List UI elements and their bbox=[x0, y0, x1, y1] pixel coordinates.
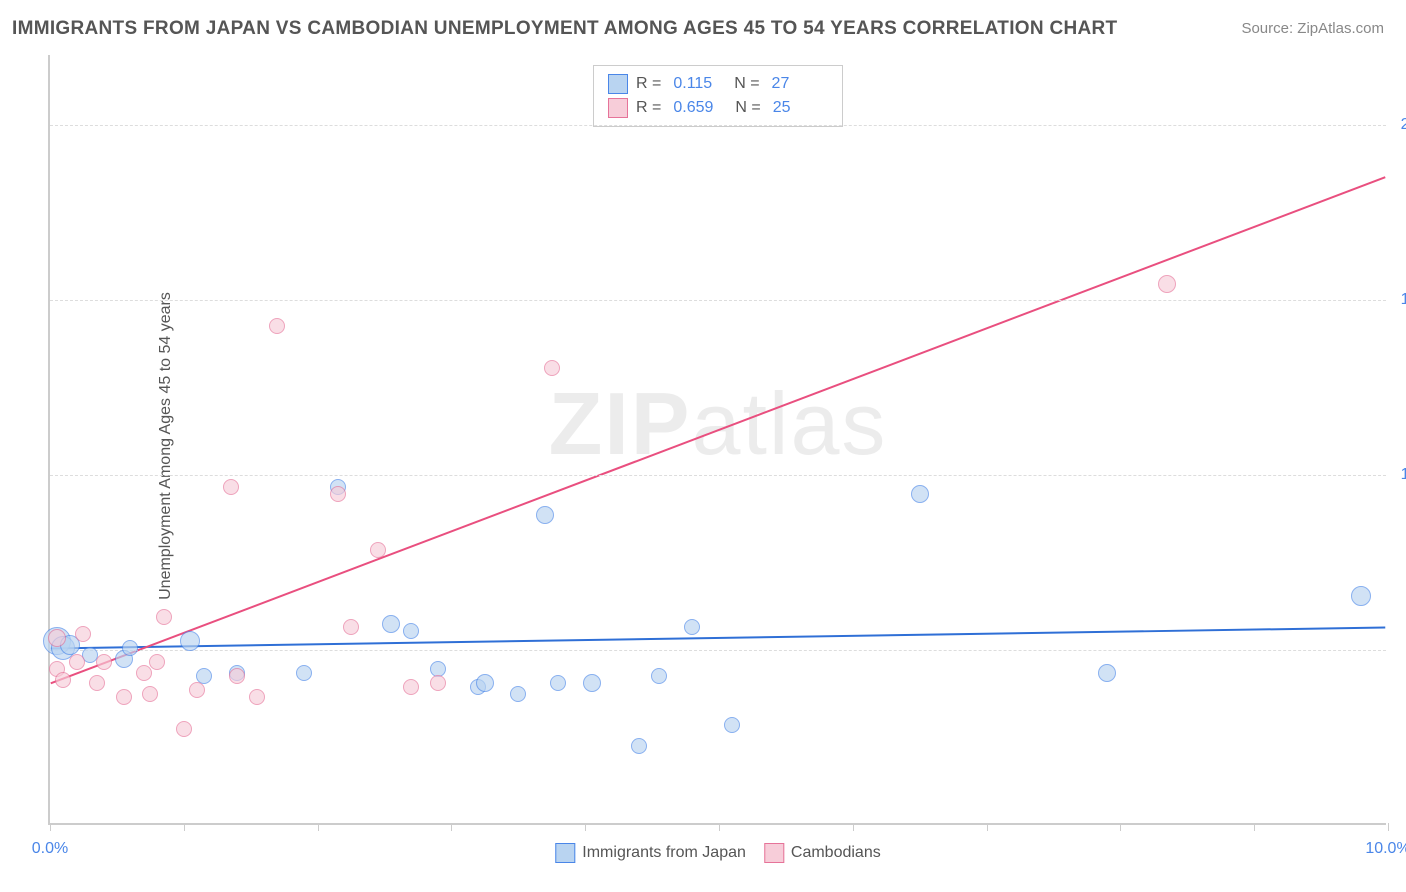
x-tick bbox=[585, 823, 586, 831]
scatter-point bbox=[536, 506, 554, 524]
scatter-point bbox=[631, 738, 647, 754]
grid-line bbox=[50, 475, 1386, 476]
scatter-point bbox=[116, 689, 132, 705]
legend-series: Immigrants from Japan Cambodians bbox=[555, 843, 880, 863]
scatter-point bbox=[122, 640, 138, 656]
legend-n-label: N = bbox=[735, 99, 760, 117]
chart-plot-area: ZIPatlas R =0.115N =27R =0.659N =25 Immi… bbox=[48, 55, 1386, 825]
legend-r-value: 0.659 bbox=[673, 99, 713, 117]
legend-swatch bbox=[764, 843, 784, 863]
x-tick bbox=[318, 823, 319, 831]
scatter-point bbox=[189, 682, 205, 698]
scatter-point bbox=[724, 717, 740, 733]
scatter-point bbox=[1158, 275, 1176, 293]
y-tick-label: 15.0% bbox=[1391, 291, 1406, 309]
watermark-light: atlas bbox=[692, 374, 888, 473]
x-tick bbox=[987, 823, 988, 831]
scatter-point bbox=[370, 542, 386, 558]
x-tick bbox=[1120, 823, 1121, 831]
legend-n-label: N = bbox=[734, 75, 759, 93]
scatter-point bbox=[403, 623, 419, 639]
chart-title: IMMIGRANTS FROM JAPAN VS CAMBODIAN UNEMP… bbox=[12, 18, 1117, 40]
scatter-point bbox=[911, 485, 929, 503]
watermark: ZIPatlas bbox=[549, 373, 888, 475]
legend-n-value: 25 bbox=[773, 99, 791, 117]
scatter-point bbox=[142, 686, 158, 702]
legend-series-label: Cambodians bbox=[791, 844, 881, 862]
scatter-point bbox=[55, 672, 71, 688]
scatter-point bbox=[382, 615, 400, 633]
scatter-point bbox=[48, 629, 66, 647]
scatter-point bbox=[176, 721, 192, 737]
scatter-point bbox=[583, 674, 601, 692]
scatter-point bbox=[1098, 664, 1116, 682]
scatter-point bbox=[550, 675, 566, 691]
scatter-point bbox=[229, 668, 245, 684]
legend-n-value: 27 bbox=[772, 75, 790, 93]
scatter-point bbox=[149, 654, 165, 670]
x-tick bbox=[1254, 823, 1255, 831]
x-tick bbox=[719, 823, 720, 831]
x-tick bbox=[451, 823, 452, 831]
scatter-point bbox=[269, 318, 285, 334]
legend-stats-row: R = 0.659 N = 25 bbox=[608, 96, 828, 120]
grid-line bbox=[50, 300, 1386, 301]
scatter-point bbox=[296, 665, 312, 681]
scatter-point bbox=[249, 689, 265, 705]
legend-stats-box: R = 0.115 N = 27 R = 0.659 N = 25 bbox=[593, 65, 843, 127]
scatter-point bbox=[651, 668, 667, 684]
scatter-point bbox=[69, 654, 85, 670]
legend-series-item: Immigrants from Japan bbox=[555, 843, 746, 863]
legend-r-value: 0.115 bbox=[673, 75, 712, 93]
scatter-point bbox=[180, 631, 200, 651]
scatter-point bbox=[156, 609, 172, 625]
trend-lines-layer bbox=[50, 55, 1386, 823]
source-attribution: Source: ZipAtlas.com bbox=[1241, 20, 1384, 37]
scatter-point bbox=[136, 665, 152, 681]
y-tick-label: 5.0% bbox=[1391, 641, 1406, 659]
scatter-point bbox=[96, 654, 112, 670]
scatter-point bbox=[544, 360, 560, 376]
y-tick-label: 10.0% bbox=[1391, 466, 1406, 484]
trend-line bbox=[51, 177, 1386, 683]
scatter-point bbox=[476, 674, 494, 692]
trend-line bbox=[51, 628, 1386, 649]
legend-swatch bbox=[608, 74, 628, 94]
scatter-point bbox=[75, 626, 91, 642]
y-tick-label: 20.0% bbox=[1391, 116, 1406, 134]
scatter-point bbox=[430, 675, 446, 691]
grid-line bbox=[50, 650, 1386, 651]
scatter-point bbox=[684, 619, 700, 635]
legend-r-label: R = bbox=[636, 75, 661, 93]
x-tick bbox=[1388, 823, 1389, 831]
legend-swatch bbox=[555, 843, 575, 863]
scatter-point bbox=[1351, 586, 1371, 606]
scatter-point bbox=[510, 686, 526, 702]
scatter-point bbox=[343, 619, 359, 635]
x-tick bbox=[853, 823, 854, 831]
legend-r-label: R = bbox=[636, 99, 661, 117]
scatter-point bbox=[223, 479, 239, 495]
x-tick-label: 10.0% bbox=[1365, 840, 1406, 858]
grid-line bbox=[50, 125, 1386, 126]
watermark-bold: ZIP bbox=[549, 374, 692, 473]
legend-series-label: Immigrants from Japan bbox=[582, 844, 746, 862]
legend-swatch bbox=[608, 98, 628, 118]
legend-series-item: Cambodians bbox=[764, 843, 881, 863]
scatter-point bbox=[330, 486, 346, 502]
x-tick bbox=[184, 823, 185, 831]
x-tick-label: 0.0% bbox=[32, 840, 68, 858]
scatter-point bbox=[403, 679, 419, 695]
x-tick bbox=[50, 823, 51, 831]
legend-stats-row: R = 0.115 N = 27 bbox=[608, 72, 828, 96]
scatter-point bbox=[89, 675, 105, 691]
